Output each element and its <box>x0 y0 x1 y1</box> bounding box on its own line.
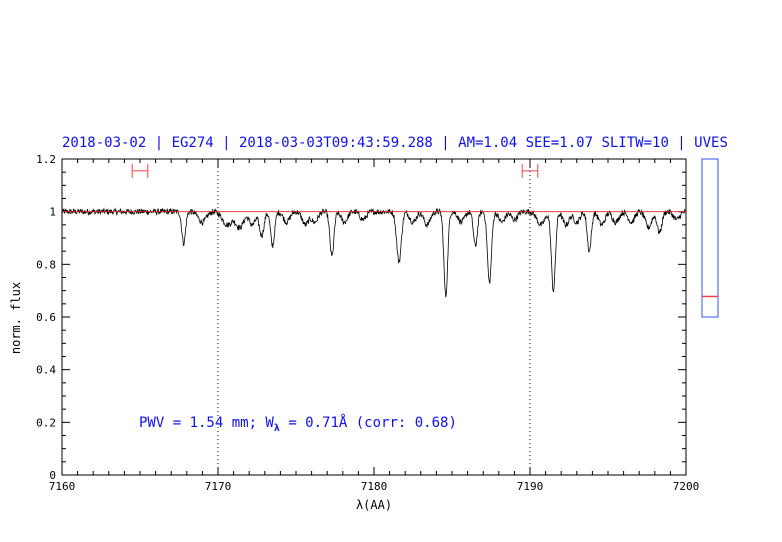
indicator-box <box>701 158 719 318</box>
y-tick-label: 0.4 <box>36 364 56 377</box>
y-tick-label: 1 <box>49 206 56 219</box>
y-tick-label: 0.6 <box>36 311 56 324</box>
chart-title: 2018-03-02 | EG274 | 2018-03-03T09:43:59… <box>62 135 728 151</box>
x-tick-label: 7160 <box>49 480 76 493</box>
pwv-annotation: PWV = 1.54 mm; Wλ = 0.71Å (corr: 0.68) <box>139 415 457 434</box>
x-tick-label: 7180 <box>361 480 388 493</box>
annotation-prefix: PWV = 1.54 mm; W <box>139 415 274 431</box>
spectrum-line <box>61 207 687 298</box>
y-tick-label: 0.2 <box>36 416 56 429</box>
x-axis-label: λ(AA) <box>355 498 393 512</box>
annotation-suffix: = 0.71Å (corr: 0.68) <box>279 415 457 431</box>
annotation-subscript: λ <box>273 422 280 434</box>
x-tick-label: 7200 <box>673 480 700 493</box>
x-tick-label: 7170 <box>205 480 232 493</box>
x-tick-label: 7190 <box>517 480 544 493</box>
y-axis-label: norm. flux <box>9 281 23 355</box>
y-tick-label: 0.8 <box>36 258 56 271</box>
y-tick-label: 1.2 <box>36 153 56 166</box>
y-tick-label: 0 <box>49 469 56 482</box>
